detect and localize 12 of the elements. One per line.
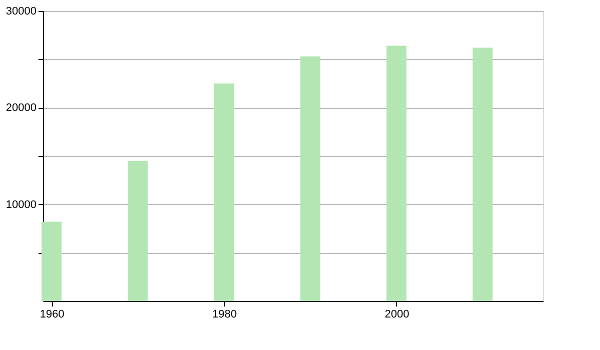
y-tick-label: 30000 [6,6,36,18]
bar [128,160,148,301]
bar [386,46,406,301]
bar [472,48,493,301]
bar [42,222,62,301]
bar [300,56,320,301]
x-tick-label: 1980 [212,308,237,320]
y-tick-label: 10000 [6,198,36,211]
x-tick-label: 1960 [40,308,64,320]
x-tick-label: 2000 [384,308,410,320]
bar [214,84,234,301]
y-tick-label: 20000 [6,102,36,114]
